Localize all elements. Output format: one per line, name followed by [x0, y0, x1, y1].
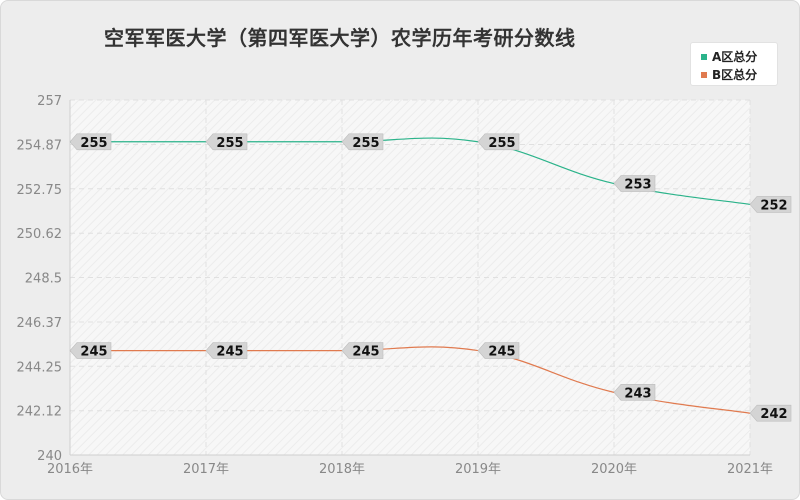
data-label-box [477, 133, 520, 151]
x-tick-label: 2021年 [727, 462, 773, 477]
data-label-text: 253 [624, 178, 651, 193]
data-label-text: 245 [216, 345, 243, 360]
data-label-text: 243 [624, 386, 651, 401]
data-label-box [613, 175, 656, 192]
y-tick-label: 244.25 [17, 360, 63, 375]
data-label-box [341, 342, 384, 359]
data-label: 242 [749, 404, 792, 422]
y-tick-label: 240 [37, 449, 62, 464]
x-tick-label: 2020年 [591, 462, 637, 477]
data-label-text: 255 [216, 136, 243, 151]
legend-label-b: B区总分 [712, 68, 758, 82]
data-label-text: 242 [760, 407, 787, 422]
y-tick-label: 254.87 [17, 138, 63, 153]
data-label-box [341, 133, 384, 151]
y-tick-label: 250.62 [17, 227, 63, 242]
y-tick-label: 252.75 [17, 183, 63, 198]
data-label-box [749, 196, 792, 213]
legend-swatch-a [701, 53, 707, 60]
legend-label-a: A区总分 [712, 50, 758, 64]
data-label: 252 [749, 196, 792, 213]
y-tick-label: 246.37 [17, 316, 63, 331]
data-label-text: 245 [80, 345, 107, 360]
data-label-text: 255 [488, 136, 515, 151]
data-label: 243 [613, 384, 656, 401]
data-label-text: 245 [352, 345, 379, 360]
legend: A区总分 B区总分 [690, 42, 778, 86]
legend-item-b[interactable]: B区总分 [701, 66, 757, 83]
y-tick-label: 257 [37, 94, 62, 109]
data-label: 245 [341, 342, 384, 360]
data-label-box [69, 342, 112, 359]
data-label: 255 [69, 133, 112, 151]
data-label: 245 [205, 342, 248, 360]
legend-item-a[interactable]: A区总分 [701, 48, 757, 65]
data-label: 255 [205, 133, 248, 151]
x-tick-label: 2019年 [455, 462, 501, 477]
data-label-box [749, 404, 792, 422]
data-label: 245 [477, 342, 520, 360]
data-label-text: 245 [488, 345, 515, 360]
y-tick-label: 242.12 [17, 405, 63, 420]
data-label: 255 [477, 133, 520, 151]
data-label: 245 [69, 342, 112, 360]
y-tick-label: 248.5 [25, 272, 62, 287]
x-tick-label: 2018年 [319, 462, 365, 477]
x-tick-label: 2017年 [183, 462, 229, 477]
chart-title: 空军军医大学（第四军医大学）农学历年考研分数线 [104, 26, 576, 50]
data-label-text: 252 [760, 198, 787, 213]
legend-swatch-b [701, 71, 707, 78]
data-label-box [69, 133, 112, 151]
data-label: 253 [613, 175, 656, 193]
data-label-text: 255 [80, 136, 107, 151]
data-label-box [205, 342, 248, 359]
data-label-text: 255 [352, 136, 379, 151]
data-label-box [613, 384, 656, 401]
x-tick-label: 2016年 [47, 462, 93, 477]
data-label-box [205, 133, 248, 151]
data-label: 255 [341, 133, 384, 151]
data-label-box [477, 342, 520, 359]
